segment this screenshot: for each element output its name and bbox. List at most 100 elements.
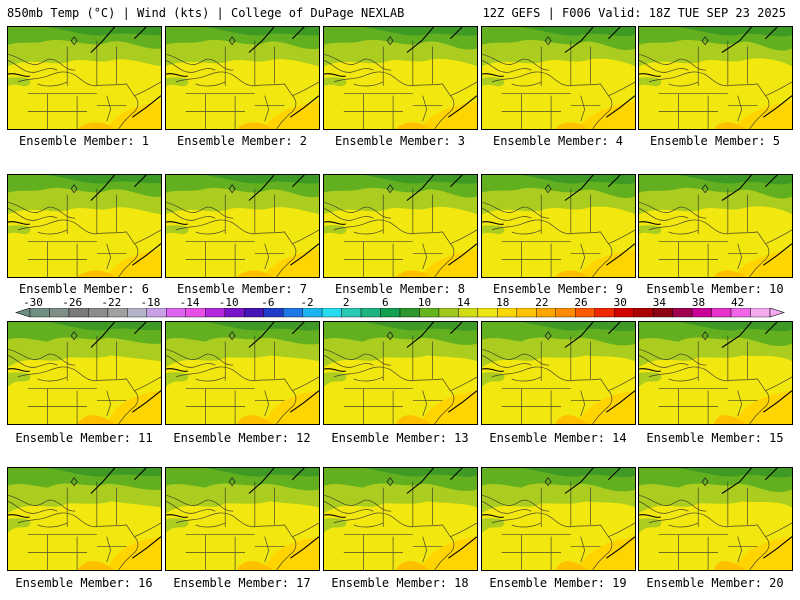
member-caption: Ensemble Member: 9 (492, 282, 624, 296)
colorbar-swatch (575, 308, 595, 318)
colorbar-swatch (244, 308, 264, 318)
colorbar-tick-label: -26 (62, 296, 83, 309)
colorbar-swatch (672, 308, 693, 318)
member-caption: Ensemble Member: 3 (334, 134, 466, 148)
ensemble-map-panel (165, 321, 320, 425)
colorbar-tick-label: 38 (691, 296, 706, 309)
colorbar-swatch (146, 308, 167, 318)
colorbar-swatch (516, 308, 537, 318)
ensemble-map-panel (323, 467, 478, 571)
member-caption: Ensemble Member: 2 (176, 134, 308, 148)
colorbar-swatch (263, 308, 284, 318)
member-caption: Ensemble Member: 12 (173, 431, 311, 445)
colorbar-tick-label: -14 (179, 296, 200, 309)
colorbar-tick-label: 10 (417, 296, 432, 309)
member-caption: Ensemble Member: 8 (334, 282, 466, 296)
ensemble-map-panel (323, 321, 478, 425)
colorbar-tick-label: -6 (261, 296, 275, 309)
colorbar-swatch (166, 308, 186, 318)
ensemble-map-panel (7, 321, 162, 425)
ensemble-map-panel (481, 467, 636, 571)
colorbar-tick-label: 30 (613, 296, 627, 309)
colorbar-swatch (127, 308, 148, 318)
colorbar-swatch (555, 308, 576, 318)
member-caption: Ensemble Member: 5 (649, 134, 781, 148)
colorbar-swatch (29, 308, 50, 318)
colorbar-tick-label: -2 (300, 296, 314, 309)
colorbar-tick-label: -18 (140, 296, 161, 309)
colorbar-tick-label: 42 (731, 296, 745, 309)
colorbar-swatch (282, 308, 303, 318)
ensemble-map-panel (165, 467, 320, 571)
colorbar-tick-label: -30 (23, 296, 43, 309)
colorbar-swatch (652, 308, 673, 318)
ensemble-map-panel (7, 467, 162, 571)
colorbar-swatch (633, 308, 654, 318)
colorbar-swatch (321, 308, 342, 318)
colorbar-swatch (302, 308, 323, 318)
run-info: 12Z GEFS | F006 Valid: 18Z TUE SEP 23 20… (482, 6, 786, 20)
map-title: 850mb Temp (°C) | Wind (kts) | College o… (7, 6, 405, 20)
colorbar-tick-label: 14 (456, 296, 471, 309)
colorbar-swatch (360, 308, 381, 318)
colorbar-tick-label: -10 (218, 296, 239, 309)
ensemble-map-panel (165, 26, 320, 130)
colorbar-tick-label: 26 (574, 296, 588, 309)
colorbar-swatch (458, 308, 479, 318)
member-caption: Ensemble Member: 16 (15, 576, 153, 590)
colorbar-tick-label: 2 (342, 296, 350, 309)
colorbar-swatch (477, 308, 498, 318)
member-caption: Ensemble Member: 7 (176, 282, 308, 296)
colorbar-swatch (185, 308, 206, 318)
member-caption: Ensemble Member: 4 (492, 134, 624, 148)
ensemble-map-panel (638, 321, 793, 425)
colorbar-tick-label: 18 (496, 296, 510, 309)
colorbar-swatch (594, 308, 615, 318)
member-caption: Ensemble Member: 1 (18, 134, 150, 148)
ensemble-map-panel (165, 174, 320, 278)
colorbar-swatch (691, 308, 712, 318)
colorbar-swatch (711, 308, 732, 318)
member-caption: Ensemble Member: 15 (646, 431, 784, 445)
member-caption: Ensemble Member: 13 (331, 431, 469, 445)
ensemble-map-panel (638, 174, 793, 278)
member-caption: Ensemble Member: 10 (646, 282, 784, 296)
colorbar-tick-label: 34 (652, 296, 666, 309)
colorbar-swatch (399, 308, 420, 318)
ensemble-map-panel (481, 26, 636, 130)
member-caption: Ensemble Member: 14 (489, 431, 627, 445)
colorbar-swatch (224, 308, 245, 318)
member-caption: Ensemble Member: 20 (646, 576, 784, 590)
ensemble-map-panel (323, 174, 478, 278)
colorbar-swatch (750, 308, 771, 318)
colorbar-tick-label: 22 (535, 296, 549, 309)
colorbar-swatch (68, 308, 89, 318)
member-caption: Ensemble Member: 11 (15, 431, 153, 445)
colorbar-swatch (205, 308, 225, 318)
colorbar: -30 -26 -22 -18 -14 -10 -6 -2 2 6 10 14 18 22 26 30 34 38… (0, 296, 800, 322)
member-caption: Ensemble Member: 19 (489, 576, 627, 590)
ensemble-map-panel (7, 174, 162, 278)
colorbar-swatch (49, 308, 70, 318)
member-caption: Ensemble Member: 6 (18, 282, 150, 296)
ensemble-map-panel (323, 26, 478, 130)
ensemble-map-panel (638, 26, 793, 130)
colorbar-swatch (88, 308, 109, 318)
ensemble-map-panel (481, 321, 636, 425)
ensemble-map-panel (638, 467, 793, 571)
colorbar-swatch (419, 308, 440, 318)
colorbar-swatch (438, 308, 459, 318)
header: 850mb Temp (°C) | Wind (kts) | College o… (0, 0, 800, 24)
ensemble-map-panel (481, 174, 636, 278)
member-caption: Ensemble Member: 18 (331, 576, 469, 590)
member-caption: Ensemble Member: 17 (173, 576, 311, 590)
colorbar-swatch (341, 308, 362, 318)
colorbar-swatch (614, 308, 634, 318)
colorbar-swatch (497, 308, 518, 318)
colorbar-tick-label: -22 (101, 296, 122, 309)
colorbar-swatch (536, 308, 556, 318)
colorbar-swatch (730, 308, 751, 318)
colorbar-swatch (380, 308, 401, 318)
ensemble-map-panel (7, 26, 162, 130)
colorbar-swatch (107, 308, 128, 318)
